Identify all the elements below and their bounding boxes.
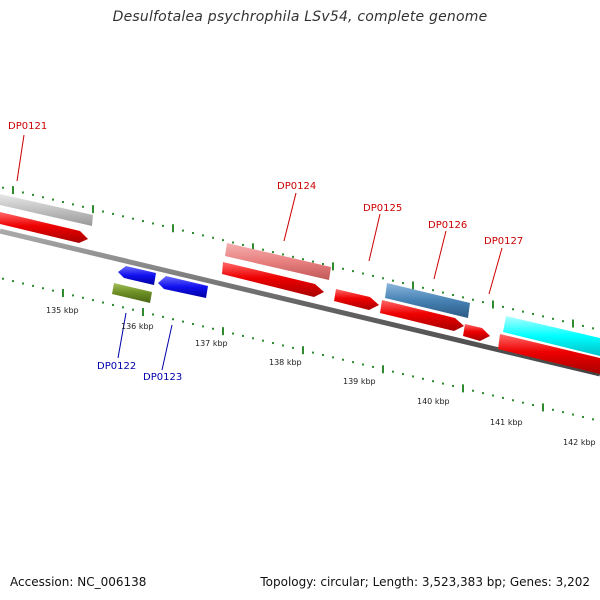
ruler-label-136: 136 kbp — [121, 322, 154, 331]
outer-tick-track — [2, 186, 594, 330]
ruler-label-137: 137 kbp — [195, 339, 228, 348]
cds-arrow-dp0125[interactable] — [334, 289, 379, 310]
gene-block-dp0124[interactable] — [225, 243, 331, 280]
feature-track — [0, 194, 600, 374]
ruler-labels: 135 kbp 136 kbp 137 kbp 138 kbp 139 kbp … — [46, 306, 596, 447]
gene-label-dp0127[interactable]: DP0127 — [484, 236, 523, 247]
genome-backbone — [0, 228, 600, 377]
gene-label-dp0126[interactable]: DP0126 — [428, 220, 467, 231]
ruler-label-140: 140 kbp — [417, 397, 450, 406]
gene-block-dp0122[interactable] — [112, 283, 152, 303]
cds-arrow-dp0127-a[interactable] — [463, 324, 490, 341]
gene-arrow-dp0123-a[interactable] — [118, 266, 156, 285]
map-title: Desulfotalea psychrophila LSv54, complet… — [112, 9, 488, 25]
ruler-label-142: 142 kbp — [563, 438, 596, 447]
inner-tick-track — [2, 277, 594, 421]
ruler-label-138: 138 kbp — [269, 358, 302, 367]
callout-lines — [16, 134, 503, 371]
gene-label-dp0125[interactable]: DP0125 — [363, 203, 402, 214]
gene-label-dp0124[interactable]: DP0124 — [277, 181, 316, 192]
gene-label-dp0123[interactable]: DP0123 — [143, 372, 182, 383]
cds-arrow-dp0126[interactable] — [380, 300, 464, 331]
gene-block-dp0126[interactable] — [385, 283, 470, 318]
ruler-label-141: 141 kbp — [490, 418, 523, 427]
ruler-label-139: 139 kbp — [343, 377, 376, 386]
gene-labels: DP0121 DP0124 DP0125 DP0126 DP0127 DP012… — [8, 121, 523, 383]
gene-block-dp0121[interactable] — [0, 194, 93, 226]
cds-arrow-dp0121[interactable] — [0, 212, 88, 243]
gene-label-dp0122[interactable]: DP0122 — [97, 361, 136, 372]
topology-text: Topology: circular; Length: 3,523,383 bp… — [260, 575, 590, 589]
cds-arrow-dp0124[interactable] — [222, 262, 324, 297]
accession-text: Accession: NC_006138 — [10, 575, 147, 589]
gene-arrow-dp0123-b[interactable] — [158, 276, 208, 298]
gene-block-dp0127[interactable] — [503, 316, 600, 356]
ruler-label-135: 135 kbp — [46, 306, 79, 315]
cds-arrow-dp0127-b[interactable] — [498, 334, 600, 374]
gene-label-dp0121[interactable]: DP0121 — [8, 121, 47, 132]
